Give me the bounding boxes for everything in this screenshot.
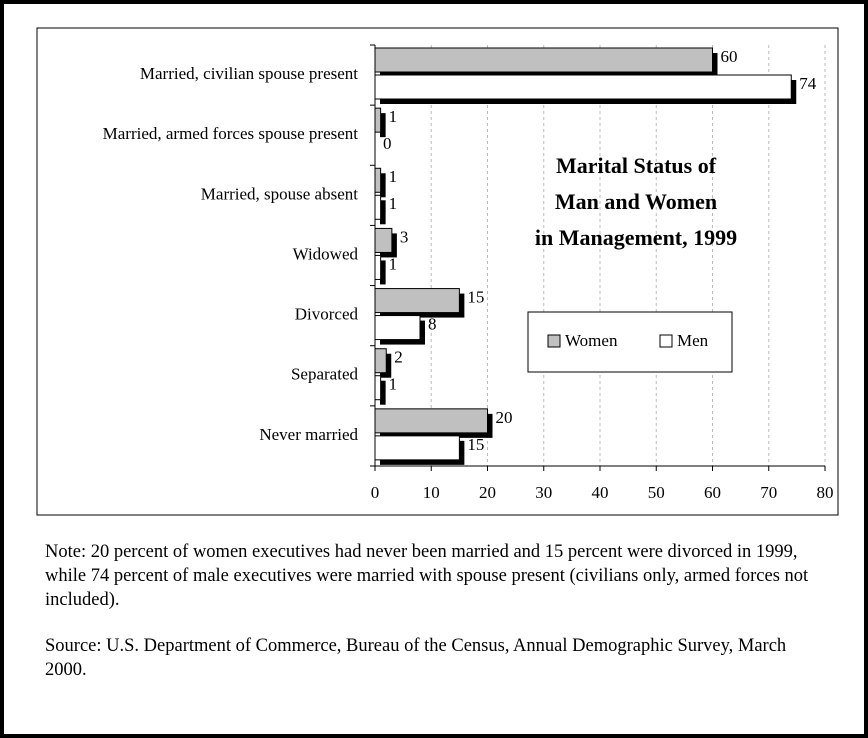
y-tick-label: Never married [259, 425, 358, 444]
value-label: 3 [400, 227, 409, 246]
y-tick-label: Divorced [295, 305, 359, 324]
value-label: 2 [394, 348, 403, 367]
value-label: 8 [428, 314, 437, 333]
value-label: 1 [389, 194, 398, 213]
source: Source: U.S. Department of Commerce, Bur… [45, 636, 787, 680]
bar [374, 375, 382, 401]
x-tick-label: 10 [423, 483, 440, 502]
y-tick-label: Married, spouse absent [201, 184, 358, 203]
legend-swatch [659, 334, 673, 348]
bar [374, 167, 382, 193]
value-label: 20 [496, 408, 513, 427]
bar [374, 194, 382, 220]
x-tick-label: 40 [592, 483, 609, 502]
value-label: 0 [383, 134, 392, 153]
x-tick-label: 60 [704, 483, 721, 502]
x-tick-label: 80 [817, 483, 834, 502]
legend-box [527, 311, 733, 373]
y-tick-label: Married, civilian spouse present [140, 64, 358, 83]
bar [374, 74, 792, 100]
value-label: 1 [389, 375, 398, 394]
value-label: 60 [721, 47, 738, 66]
notes: Note: 20 percent of women executives had… [45, 540, 815, 704]
legend-swatch [547, 334, 561, 348]
bar-shadow [380, 200, 386, 225]
bar [374, 288, 460, 314]
bar-shadow [380, 380, 386, 405]
value-label: 15 [467, 435, 484, 454]
value-label: 1 [389, 254, 398, 273]
bar-shadow [380, 173, 386, 198]
bar [374, 254, 382, 280]
bar [374, 107, 382, 133]
bar [374, 435, 460, 461]
value-label: 1 [389, 167, 398, 186]
note: Note: 20 percent of women executives had… [45, 542, 809, 610]
bar [374, 348, 387, 374]
x-tick-label: 20 [479, 483, 496, 502]
y-tick-label: Married, armed forces spouse present [103, 124, 359, 143]
bar [374, 315, 421, 341]
x-tick-label: 70 [760, 483, 777, 502]
legend-label: Women [565, 331, 618, 350]
y-tick-label: Separated [291, 365, 359, 384]
x-tick-label: 30 [535, 483, 552, 502]
value-label: 15 [467, 287, 484, 306]
bar [374, 227, 393, 253]
bar [374, 47, 713, 73]
chart-title: in Management, 1999 [535, 225, 737, 250]
bar [374, 408, 488, 434]
bar-shadow [380, 113, 386, 138]
y-tick-label: Widowed [293, 244, 359, 263]
x-tick-label: 50 [648, 483, 665, 502]
x-tick-label: 0 [371, 483, 380, 502]
value-label: 74 [799, 74, 817, 93]
bar-shadow [380, 260, 386, 285]
chart-title: Man and Women [555, 189, 717, 214]
value-label: 1 [389, 107, 398, 126]
chart-title: Marital Status of [556, 153, 717, 178]
legend-label: Men [677, 331, 709, 350]
